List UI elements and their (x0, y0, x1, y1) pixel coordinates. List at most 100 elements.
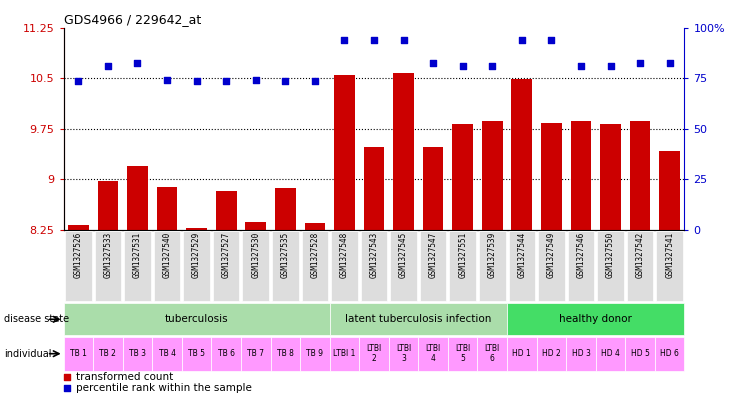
Bar (482, 121, 503, 230)
Text: GSM1327531: GSM1327531 (133, 232, 142, 278)
Text: GSM1327550: GSM1327550 (606, 232, 615, 278)
Text: individual: individual (4, 349, 52, 359)
Point (191, 78, 203, 84)
Text: TB 6: TB 6 (218, 349, 235, 358)
Text: GSM1327543: GSM1327543 (370, 232, 378, 278)
Point (398, 37, 410, 43)
Bar (568, 231, 594, 301)
Text: percentile rank within the sample: percentile rank within the sample (76, 383, 252, 393)
Point (457, 63, 469, 69)
Bar (390, 231, 417, 301)
Text: transformed count: transformed count (76, 372, 174, 382)
Text: GSM1327547: GSM1327547 (429, 232, 438, 278)
Bar (154, 231, 180, 301)
Text: TB 7: TB 7 (248, 349, 264, 358)
Text: GSM1327540: GSM1327540 (162, 232, 171, 278)
Bar (68, 225, 89, 230)
Text: GSM1327546: GSM1327546 (577, 232, 586, 278)
Point (132, 60, 144, 66)
Text: GSM1327548: GSM1327548 (340, 232, 349, 278)
Bar (389, 337, 418, 371)
Bar (330, 303, 507, 335)
Point (427, 60, 439, 66)
Bar (566, 337, 595, 371)
Bar (595, 337, 625, 371)
Point (545, 37, 557, 43)
Point (309, 78, 321, 84)
Bar (654, 337, 684, 371)
Bar (627, 231, 653, 301)
Bar (301, 231, 328, 301)
Point (516, 37, 528, 43)
Bar (65, 231, 92, 301)
Bar (94, 337, 123, 371)
Point (604, 63, 616, 69)
Bar (330, 337, 359, 371)
Text: LTBI
4: LTBI 4 (426, 344, 441, 363)
Point (338, 37, 350, 43)
Bar (245, 222, 266, 230)
Text: HD 5: HD 5 (631, 349, 649, 358)
Text: LTBI
3: LTBI 3 (396, 344, 411, 363)
Text: GDS4966 / 229642_at: GDS4966 / 229642_at (64, 13, 200, 26)
Bar (479, 231, 506, 301)
Text: GSM1327529: GSM1327529 (192, 232, 201, 278)
Bar (64, 337, 94, 371)
Text: GSM1327539: GSM1327539 (488, 232, 497, 278)
Text: HD 3: HD 3 (571, 349, 590, 358)
Point (250, 77, 262, 83)
Bar (331, 231, 358, 301)
Text: healthy donor: healthy donor (560, 314, 632, 324)
Text: TB 2: TB 2 (99, 349, 117, 358)
Text: HD 4: HD 4 (601, 349, 620, 358)
Text: TB 3: TB 3 (129, 349, 146, 358)
Text: TB 1: TB 1 (70, 349, 87, 358)
Bar (512, 79, 532, 230)
Bar (536, 337, 566, 371)
Text: HD 2: HD 2 (542, 349, 561, 358)
Text: TB 4: TB 4 (159, 349, 176, 358)
Bar (300, 337, 330, 371)
Point (368, 37, 380, 43)
Bar (271, 337, 300, 371)
Text: GSM1327530: GSM1327530 (251, 232, 260, 278)
Bar (182, 337, 212, 371)
Bar (630, 121, 651, 230)
Text: GSM1327528: GSM1327528 (310, 232, 319, 278)
Text: GSM1327533: GSM1327533 (103, 232, 112, 278)
Point (486, 63, 498, 69)
Text: latent tuberculosis infection: latent tuberculosis infection (345, 314, 491, 324)
Bar (453, 124, 473, 230)
Text: GSM1327545: GSM1327545 (399, 232, 408, 278)
Bar (450, 231, 476, 301)
Bar (97, 181, 118, 230)
Bar (507, 337, 536, 371)
Text: GSM1327549: GSM1327549 (547, 232, 556, 278)
Point (241, 232, 253, 238)
Bar (216, 191, 236, 230)
Point (220, 78, 232, 84)
Bar (477, 337, 507, 371)
Bar (94, 231, 121, 301)
Text: LTBI
5: LTBI 5 (455, 344, 470, 363)
Point (634, 60, 646, 66)
Bar (334, 75, 355, 230)
Bar (597, 231, 624, 301)
Text: tuberculosis: tuberculosis (165, 314, 228, 324)
Bar (509, 231, 535, 301)
Point (279, 78, 291, 84)
Bar (656, 231, 683, 301)
Bar (538, 231, 565, 301)
Point (241, 330, 253, 336)
Text: TB 5: TB 5 (188, 349, 205, 358)
Text: GSM1327535: GSM1327535 (280, 232, 289, 278)
Bar (124, 231, 151, 301)
Bar (418, 337, 448, 371)
Bar (183, 231, 210, 301)
Bar (361, 231, 387, 301)
Text: GSM1327527: GSM1327527 (221, 232, 230, 278)
Text: LTBI
2: LTBI 2 (367, 344, 381, 363)
Bar (304, 223, 325, 230)
Text: LTBI 1: LTBI 1 (334, 349, 355, 358)
Text: disease state: disease state (4, 314, 69, 324)
